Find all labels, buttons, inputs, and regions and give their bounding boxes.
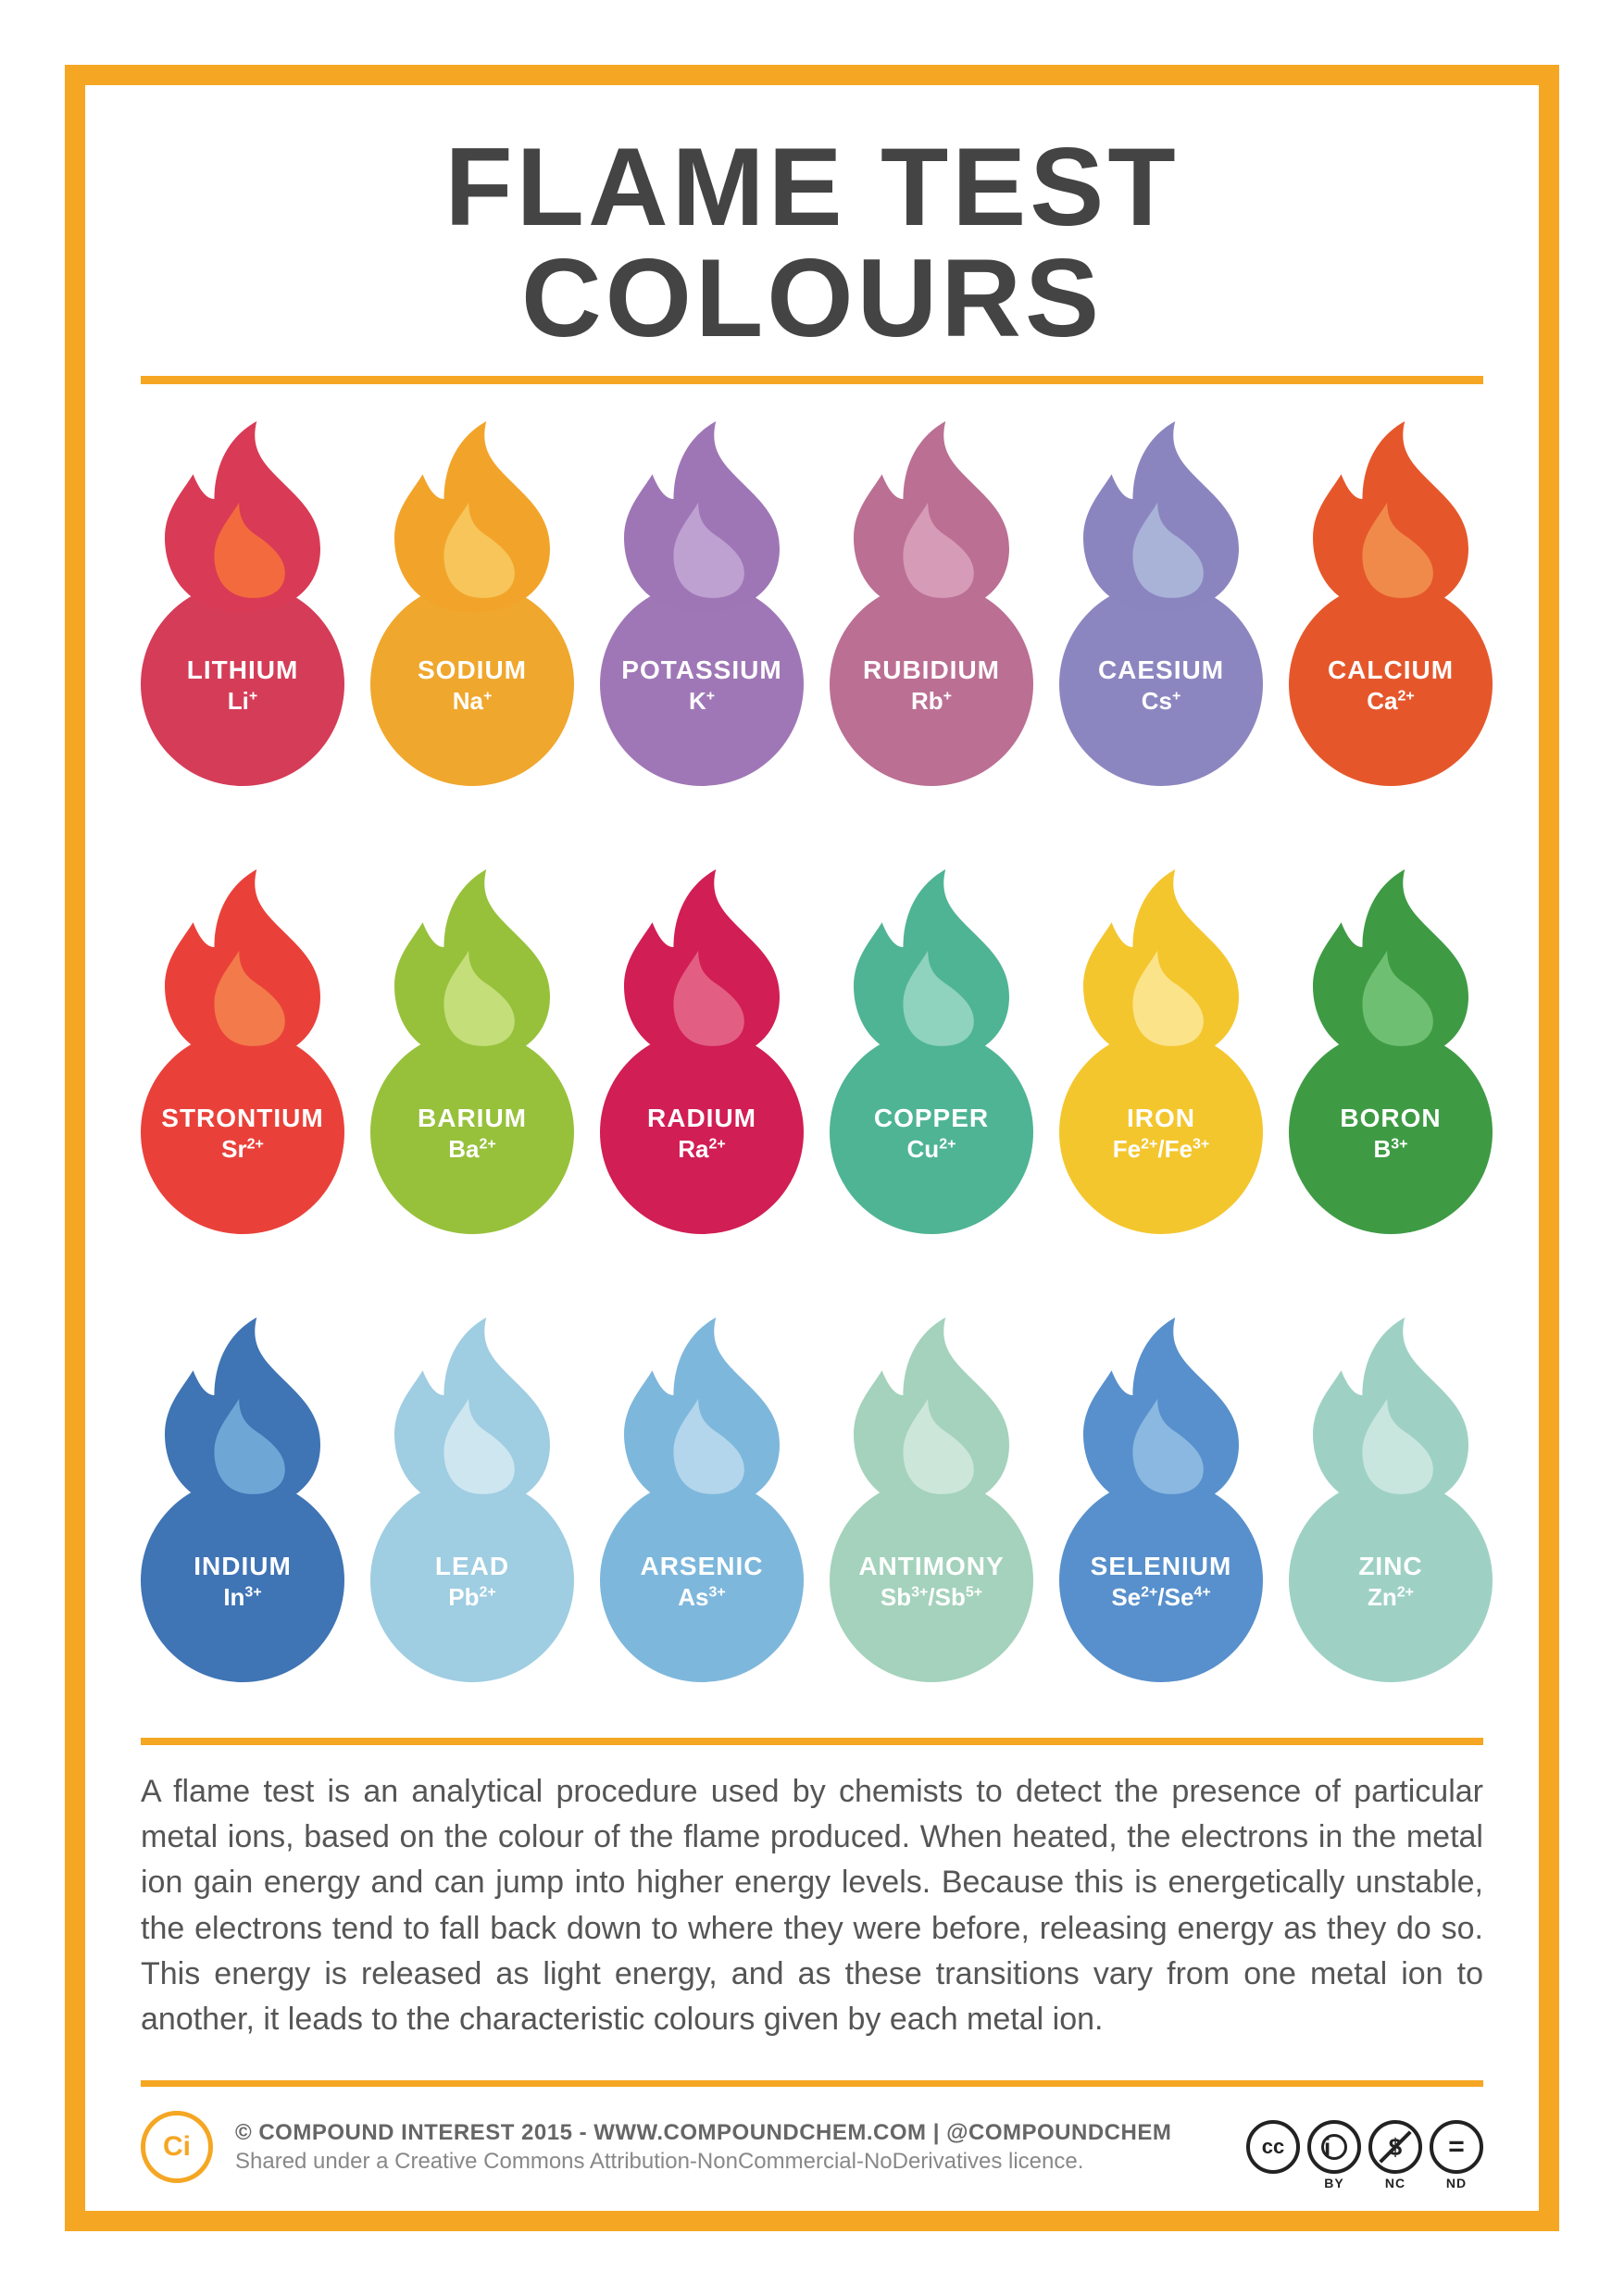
flame-icon (1068, 1317, 1254, 1512)
element-name: BARIUM (418, 1104, 527, 1133)
licence-line: Shared under a Creative Commons Attribut… (235, 2147, 1224, 2176)
element-name: INDIUM (194, 1553, 292, 1581)
footer-rule-top (141, 1738, 1483, 1744)
element-cell: ARSENIC As3+ (600, 1317, 804, 1682)
element-name: COPPER (874, 1104, 989, 1133)
element-ion: Cu2+ (907, 1137, 956, 1161)
flame-icon (380, 421, 565, 616)
title-rule (141, 376, 1483, 384)
element-ion: Ba2+ (448, 1137, 496, 1161)
element-name: ZINC (1358, 1553, 1422, 1581)
element-name: STRONTIUM (161, 1104, 323, 1133)
cc-badge-cc: cc (1246, 2120, 1300, 2174)
flame-icon (1298, 421, 1483, 616)
element-ion: B3+ (1373, 1137, 1407, 1161)
element-ion: Li+ (228, 689, 257, 713)
element-cell: SODIUM Na+ (370, 421, 574, 786)
element-name: RADIUM (647, 1104, 756, 1133)
footer-text: © COMPOUND INTEREST 2015 - WWW.COMPOUNDC… (235, 2118, 1224, 2176)
element-cell: ANTIMONY Sb3+/Sb5+ (830, 1317, 1033, 1682)
copyright-line: © COMPOUND INTEREST 2015 - WWW.COMPOUNDC… (235, 2118, 1224, 2147)
element-cell: BORON B3+ (1289, 869, 1493, 1234)
element-cell: IRON Fe2+/Fe3+ (1059, 869, 1263, 1234)
flame-icon (609, 421, 794, 616)
element-cell: CAESIUM Cs+ (1059, 421, 1263, 786)
element-name: POTASSIUM (621, 656, 781, 685)
flame-icon (380, 869, 565, 1064)
element-name: ARSENIC (640, 1553, 763, 1581)
element-name: CAESIUM (1098, 656, 1224, 685)
element-ion: Se2+/Se4+ (1111, 1585, 1210, 1609)
element-ion: Rb+ (911, 689, 952, 713)
element-cell: COPPER Cu2+ (830, 869, 1033, 1234)
element-ion: Zn2+ (1368, 1585, 1414, 1609)
flame-icon (1068, 869, 1254, 1064)
element-name: IRON (1127, 1104, 1195, 1133)
flame-icon (1068, 421, 1254, 616)
element-name: LEAD (435, 1553, 509, 1581)
cc-badge-by: iBY (1307, 2120, 1361, 2174)
element-ion: Na+ (453, 689, 493, 713)
flame-icon (1298, 1317, 1483, 1512)
element-ion: Ca2+ (1367, 689, 1415, 713)
element-cell: LITHIUM Li+ (141, 421, 344, 786)
element-name: LITHIUM (187, 656, 299, 685)
flame-icon (1298, 869, 1483, 1064)
element-name: CALCIUM (1328, 656, 1454, 685)
flame-icon (839, 869, 1024, 1064)
element-name: ANTIMONY (858, 1553, 1004, 1581)
cc-badge-nd: =ND (1430, 2120, 1483, 2174)
element-name: RUBIDIUM (863, 656, 1000, 685)
element-cell: LEAD Pb2+ (370, 1317, 574, 1682)
element-name: SODIUM (418, 656, 527, 685)
element-cell: RADIUM Ra2+ (600, 869, 804, 1234)
element-ion: Pb2+ (448, 1585, 495, 1609)
flame-grid: LITHIUM Li+ SODIUM Na+ POTASSIUM K+ RUBIDIU… (141, 421, 1483, 1682)
element-name: SELENIUM (1091, 1553, 1232, 1581)
element-cell: CALCIUM Ca2+ (1289, 421, 1493, 786)
flame-icon (839, 421, 1024, 616)
element-ion: Sb3+/Sb5+ (881, 1585, 982, 1609)
cc-badge-nc: $NC (1368, 2120, 1422, 2174)
page-title: FLAME TEST COLOURS (141, 131, 1483, 354)
element-ion: Sr2+ (221, 1137, 264, 1161)
brand-badge: Ci (141, 2111, 213, 2183)
poster-frame: FLAME TEST COLOURS LITHIUM Li+ SODIUM Na+ … (65, 65, 1559, 2231)
element-ion: Ra2+ (678, 1137, 726, 1161)
element-name: BORON (1340, 1104, 1441, 1133)
element-ion: In3+ (223, 1585, 261, 1609)
flame-icon (150, 869, 335, 1064)
flame-icon (150, 421, 335, 616)
element-cell: SELENIUM Se2+/Se4+ (1059, 1317, 1263, 1682)
flame-icon (609, 1317, 794, 1512)
element-cell: BARIUM Ba2+ (370, 869, 574, 1234)
element-cell: INDIUM In3+ (141, 1317, 344, 1682)
element-ion: Fe2+/Fe3+ (1113, 1137, 1209, 1161)
flame-icon (150, 1317, 335, 1512)
element-cell: STRONTIUM Sr2+ (141, 869, 344, 1234)
footer: Ci © COMPOUND INTEREST 2015 - WWW.COMPOU… (141, 2111, 1483, 2183)
element-ion: Cs+ (1142, 689, 1181, 713)
flame-icon (609, 869, 794, 1064)
element-cell: POTASSIUM K+ (600, 421, 804, 786)
footer-rule-bottom (141, 2080, 1483, 2087)
flame-icon (380, 1317, 565, 1512)
cc-badge-set: cciBY$NC=ND (1246, 2120, 1483, 2174)
element-ion: K+ (689, 689, 715, 713)
element-ion: As3+ (678, 1585, 726, 1609)
description-text: A flame test is an analytical procedure … (141, 1769, 1483, 2043)
element-cell: RUBIDIUM Rb+ (830, 421, 1033, 786)
element-cell: ZINC Zn2+ (1289, 1317, 1493, 1682)
flame-icon (839, 1317, 1024, 1512)
